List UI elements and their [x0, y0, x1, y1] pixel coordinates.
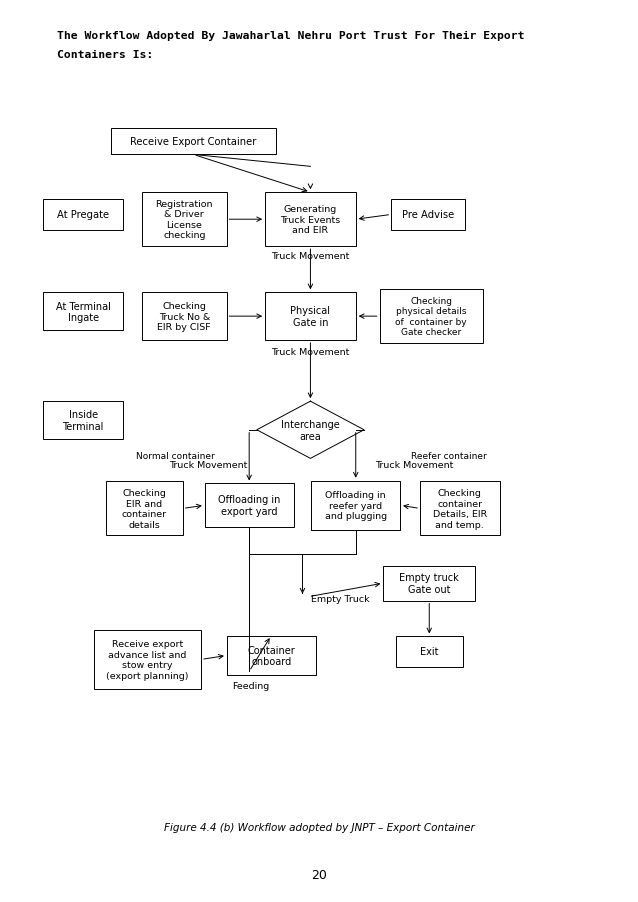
Text: Truck Movement: Truck Movement — [375, 461, 453, 470]
Text: Checking
Truck No &
EIR by CISF: Checking Truck No & EIR by CISF — [158, 302, 211, 332]
Text: Offloading in
reefer yard
and plugging: Offloading in reefer yard and plugging — [325, 491, 387, 520]
Bar — [43, 199, 123, 231]
Bar — [205, 483, 293, 528]
Text: Container
onboard: Container onboard — [248, 645, 295, 667]
Bar — [311, 481, 400, 530]
Text: Pre Advise: Pre Advise — [402, 210, 454, 220]
Bar — [94, 630, 201, 689]
Text: Exit: Exit — [420, 647, 438, 657]
Text: Physical
Gate in: Physical Gate in — [290, 306, 330, 327]
Text: Receive Export Container: Receive Export Container — [130, 137, 256, 147]
Text: At Terminal
Ingate: At Terminal Ingate — [56, 301, 110, 323]
Text: Interchange
area: Interchange area — [281, 419, 340, 441]
Text: Checking
EIR and
container
details: Checking EIR and container details — [122, 489, 167, 529]
Text: Receive export
advance list and
stow entry
(export planning): Receive export advance list and stow ent… — [107, 640, 189, 680]
Text: Empty Truck: Empty Truck — [311, 594, 370, 603]
Text: Checking
container
Details, EIR
and temp.: Checking container Details, EIR and temp… — [433, 489, 487, 529]
Bar — [111, 129, 276, 155]
Bar — [265, 193, 356, 247]
Bar — [396, 637, 463, 667]
Bar — [142, 293, 226, 341]
Bar — [265, 293, 356, 341]
Polygon shape — [257, 401, 364, 459]
Text: Truck Movement: Truck Movement — [271, 348, 350, 357]
Bar — [227, 636, 316, 676]
Text: Registration
& Driver
License
checking: Registration & Driver License checking — [156, 200, 213, 240]
Bar — [106, 482, 182, 536]
Text: Generating
Truck Events
and EIR: Generating Truck Events and EIR — [280, 205, 341, 235]
Bar — [420, 482, 500, 536]
Text: Figure 4.4 (b) Workflow adopted by JNPT – Export Container: Figure 4.4 (b) Workflow adopted by JNPT … — [163, 822, 475, 833]
Text: Checking
physical details
of  container by
Gate checker: Checking physical details of container b… — [396, 297, 467, 336]
Bar — [391, 199, 464, 231]
Bar — [43, 401, 123, 440]
Text: 20: 20 — [311, 869, 327, 881]
Bar — [142, 193, 226, 247]
Text: Feeding: Feeding — [232, 681, 269, 690]
Text: The Workflow Adopted By Jawaharlal Nehru Port Trust For Their Export: The Workflow Adopted By Jawaharlal Nehru… — [57, 31, 525, 41]
Text: Offloading in
export yard: Offloading in export yard — [218, 495, 280, 517]
Text: Normal container: Normal container — [136, 451, 215, 460]
Bar — [383, 566, 475, 601]
Text: Inside
Terminal: Inside Terminal — [63, 410, 104, 431]
Text: Containers Is:: Containers Is: — [57, 50, 154, 60]
Bar — [43, 293, 123, 331]
Text: Reefer container: Reefer container — [411, 451, 487, 460]
Bar — [380, 290, 482, 344]
Text: Empty truck
Gate out: Empty truck Gate out — [399, 573, 459, 594]
Text: Truck Movement: Truck Movement — [170, 461, 248, 470]
Text: Truck Movement: Truck Movement — [271, 252, 350, 261]
Text: At Pregate: At Pregate — [57, 210, 109, 220]
